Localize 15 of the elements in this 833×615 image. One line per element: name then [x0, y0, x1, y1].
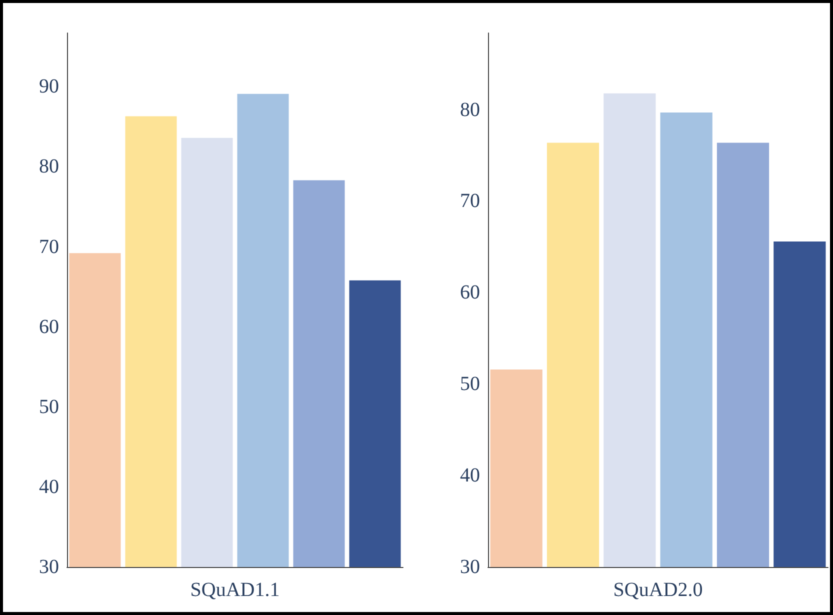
y-tick-label: 80 — [39, 156, 59, 178]
y-tick-label: 30 — [460, 556, 480, 578]
y-tick-label: 90 — [39, 76, 59, 98]
y-tick-label: 40 — [39, 476, 59, 498]
y-tick-label: 80 — [460, 98, 480, 121]
x-axis-title: SQuAD2.0 — [613, 578, 703, 601]
y-tick-label: 30 — [39, 556, 59, 578]
y-tick-label: 60 — [39, 316, 59, 338]
y-tick-label: 60 — [460, 282, 480, 304]
y-tick-label: 50 — [460, 373, 480, 396]
y-tick-label: 50 — [39, 396, 59, 418]
x-axis-title: SQuAD1.1 — [190, 578, 280, 601]
y-tick-label: 70 — [460, 190, 480, 212]
y-tick-label: 40 — [460, 464, 480, 487]
y-tick-label: 70 — [39, 236, 59, 258]
